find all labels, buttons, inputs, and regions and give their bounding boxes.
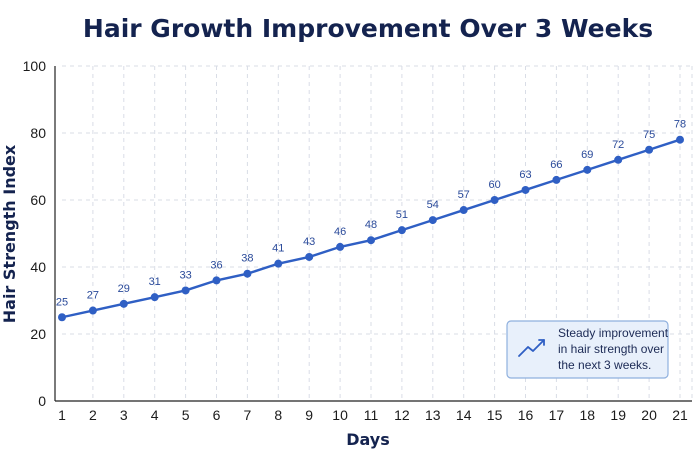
data-point (583, 165, 592, 174)
data-label: 72 (612, 139, 624, 151)
data-point (397, 226, 406, 235)
x-tick-label: 17 (549, 407, 565, 423)
data-point (459, 206, 468, 215)
x-tick-label: 8 (274, 407, 282, 423)
data-label: 31 (149, 276, 161, 288)
x-tick-label: 15 (487, 407, 503, 423)
data-label: 43 (303, 236, 315, 248)
data-label: 78 (674, 119, 686, 131)
data-label: 63 (519, 169, 531, 181)
data-point (305, 252, 314, 261)
x-tick-label: 6 (213, 407, 221, 423)
y-axis-label: Hair Strength Index (0, 144, 19, 323)
y-tick-label: 60 (30, 192, 46, 208)
x-tick-label: 18 (580, 407, 596, 423)
data-label: 69 (581, 149, 593, 161)
x-tick-label: 4 (151, 407, 159, 423)
data-label: 27 (87, 290, 99, 302)
chart-title: Hair Growth Improvement Over 3 Weeks (83, 14, 653, 43)
data-label: 29 (118, 283, 130, 295)
data-labels: 25 27 29 31 33 36 38 41 43 46 48 51 54 57 60 63 66 69 72 75… (56, 119, 686, 309)
data-point (181, 286, 190, 295)
x-tick-label: 10 (332, 407, 348, 423)
data-point (645, 145, 654, 154)
data-label: 66 (550, 159, 562, 171)
data-label: 46 (334, 226, 346, 238)
trend-up-icon (518, 339, 545, 357)
y-tick-label: 0 (38, 393, 46, 409)
x-tick-label: 1 (58, 407, 66, 423)
x-tick-label: 13 (425, 407, 441, 423)
data-point (367, 236, 375, 245)
y-tick-label: 40 (30, 259, 46, 275)
x-tick-label: 20 (641, 407, 657, 423)
x-tick-label: 2 (89, 407, 97, 423)
data-point (336, 242, 345, 251)
annotation-background (506, 320, 669, 379)
x-tick-label: 12 (394, 407, 410, 423)
data-points (58, 135, 684, 322)
y-tick-label: 100 (23, 58, 47, 74)
data-label: 51 (396, 209, 408, 221)
data-point (119, 299, 128, 308)
data-point (614, 155, 623, 164)
data-label: 41 (272, 243, 284, 255)
data-point (274, 259, 283, 268)
data-label: 25 (56, 296, 68, 308)
annotation-box: Steady improvement in hair strength over… (506, 320, 669, 379)
x-tick-label: 11 (364, 407, 379, 423)
data-point (212, 276, 221, 285)
data-label: 48 (365, 219, 377, 231)
data-label: 57 (458, 189, 470, 201)
annotation-line-1: Steady improvement (558, 326, 669, 340)
data-point (58, 313, 66, 322)
data-label: 38 (241, 253, 253, 265)
data-label: 75 (643, 129, 655, 141)
x-tick-label: 9 (305, 407, 313, 423)
x-tick-label: 19 (610, 407, 626, 423)
data-point (552, 175, 561, 184)
data-point (490, 196, 499, 204)
x-tick-label: 14 (456, 407, 472, 423)
y-tick-label: 80 (30, 125, 46, 141)
x-tick-label: 16 (518, 407, 534, 423)
x-tick-label: 3 (120, 407, 128, 423)
grid (62, 65, 693, 401)
data-point (428, 216, 437, 225)
x-tick-label: 7 (244, 407, 252, 423)
x-tick-labels: 1 2 3 4 5 6 7 8 9 10 11 12 13 14 15 16 17 18 19 20 21 (58, 407, 688, 423)
annotation-line-2: in hair strength over (558, 342, 664, 356)
data-label: 60 (488, 179, 500, 191)
data-point (150, 293, 159, 302)
x-tick-label: 21 (672, 407, 688, 423)
data-point (521, 185, 530, 194)
data-label: 54 (427, 199, 439, 211)
y-tick-labels: 0 20 40 60 80 100 (23, 58, 47, 409)
x-axis-label: Days (346, 430, 390, 449)
y-tick-label: 20 (30, 326, 46, 342)
annotation-line-3: the next 3 weeks. (558, 358, 651, 372)
data-label: 36 (210, 259, 222, 271)
data-point (676, 135, 684, 144)
axes (54, 66, 692, 402)
data-point (243, 269, 252, 278)
data-point (88, 306, 97, 315)
x-tick-label: 5 (182, 407, 190, 423)
data-label: 33 (179, 269, 191, 281)
